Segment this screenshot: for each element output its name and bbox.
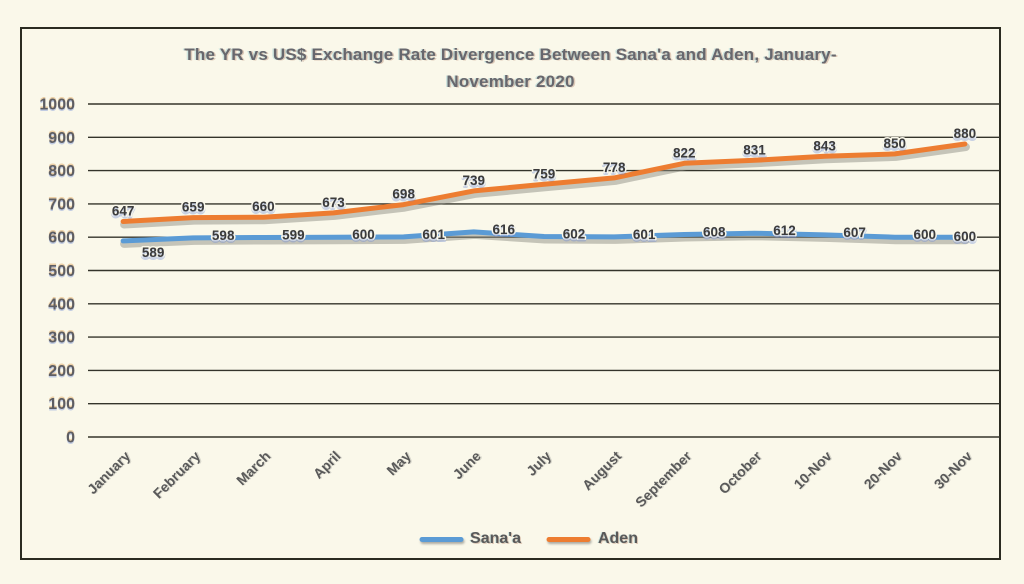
x-axis-label: 30-Nov [931,448,975,492]
sanaa-line-swatch [419,536,464,542]
y-axis-tick-label: 400 [48,296,75,313]
series-shadow-0 [120,230,970,248]
data-label: 831 [743,142,766,157]
aden-line-swatch [546,536,591,542]
x-axis-label: October [715,447,765,497]
legend-item-sanaa: Sana'a [419,530,521,548]
data-label: 602 [563,227,586,242]
x-axis-label: 10-Nov [790,448,834,492]
chart-title-line-1: The YR vs US$ Exchange Rate Divergence B… [184,45,837,64]
y-axis-tick-label: 0 [66,430,75,447]
data-label: 759 [533,166,556,181]
data-label: 616 [493,222,516,237]
series-line-0 [120,229,968,244]
y-axis-tick-label: 200 [48,363,75,380]
data-label: 880 [954,126,977,141]
data-label: 850 [884,136,907,151]
data-label: 599 [282,228,305,243]
data-label: 698 [392,187,415,202]
data-label: 598 [212,228,235,243]
y-axis-tick-label: 800 [48,163,75,180]
x-axis-label: June [449,448,484,483]
data-label: 822 [673,145,696,160]
x-axis-label: September [632,447,695,510]
x-axis-label: April [310,448,344,482]
data-label: 601 [422,227,445,242]
data-label: 647 [112,204,135,219]
legend-item-aden: Aden [546,530,638,548]
chart-legend: Sana'a Aden [419,530,638,548]
x-axis-label: 20-Nov [861,448,905,492]
data-label: 600 [954,229,977,244]
data-label: 600 [352,227,375,242]
data-label: 608 [703,225,726,240]
legend-label-aden: Aden [597,530,638,547]
data-label: 607 [843,225,866,240]
data-label: 600 [914,227,937,242]
series-line-1 [120,141,968,224]
x-axis-label: February [150,448,204,502]
y-axis-tick-label: 300 [48,330,75,347]
y-axis-tick-label: 900 [48,130,75,147]
chart-frame: The YR vs US$ Exchange Rate Divergence B… [20,27,1001,560]
data-label: 612 [773,223,796,238]
data-label: 843 [813,138,836,153]
y-axis-tick-label: 1000 [39,97,75,114]
data-label: 739 [463,173,486,188]
x-axis-label: May [383,448,414,479]
series-shadow-1 [120,143,970,229]
data-label: 778 [603,160,626,175]
data-label: 673 [322,195,345,210]
x-axis-label: March [233,448,273,488]
data-label: 601 [633,227,656,242]
x-axis-label: August [579,448,625,494]
legend-label-sanaa: Sana'a [470,530,521,547]
y-axis-tick-label: 100 [48,396,75,413]
data-label: 660 [252,199,275,214]
data-label: 659 [182,200,205,215]
data-label: 589 [142,245,165,260]
y-axis-tick-label: 500 [48,263,75,280]
chart-title: The YR vs US$ Exchange Rate Divergence B… [22,41,999,95]
y-axis-tick-label: 700 [48,196,75,213]
x-axis-label: July [523,448,554,479]
chart-title-line-2: November 2020 [446,72,575,91]
y-axis-tick-label: 600 [48,230,75,247]
x-axis-label: January [84,448,133,497]
